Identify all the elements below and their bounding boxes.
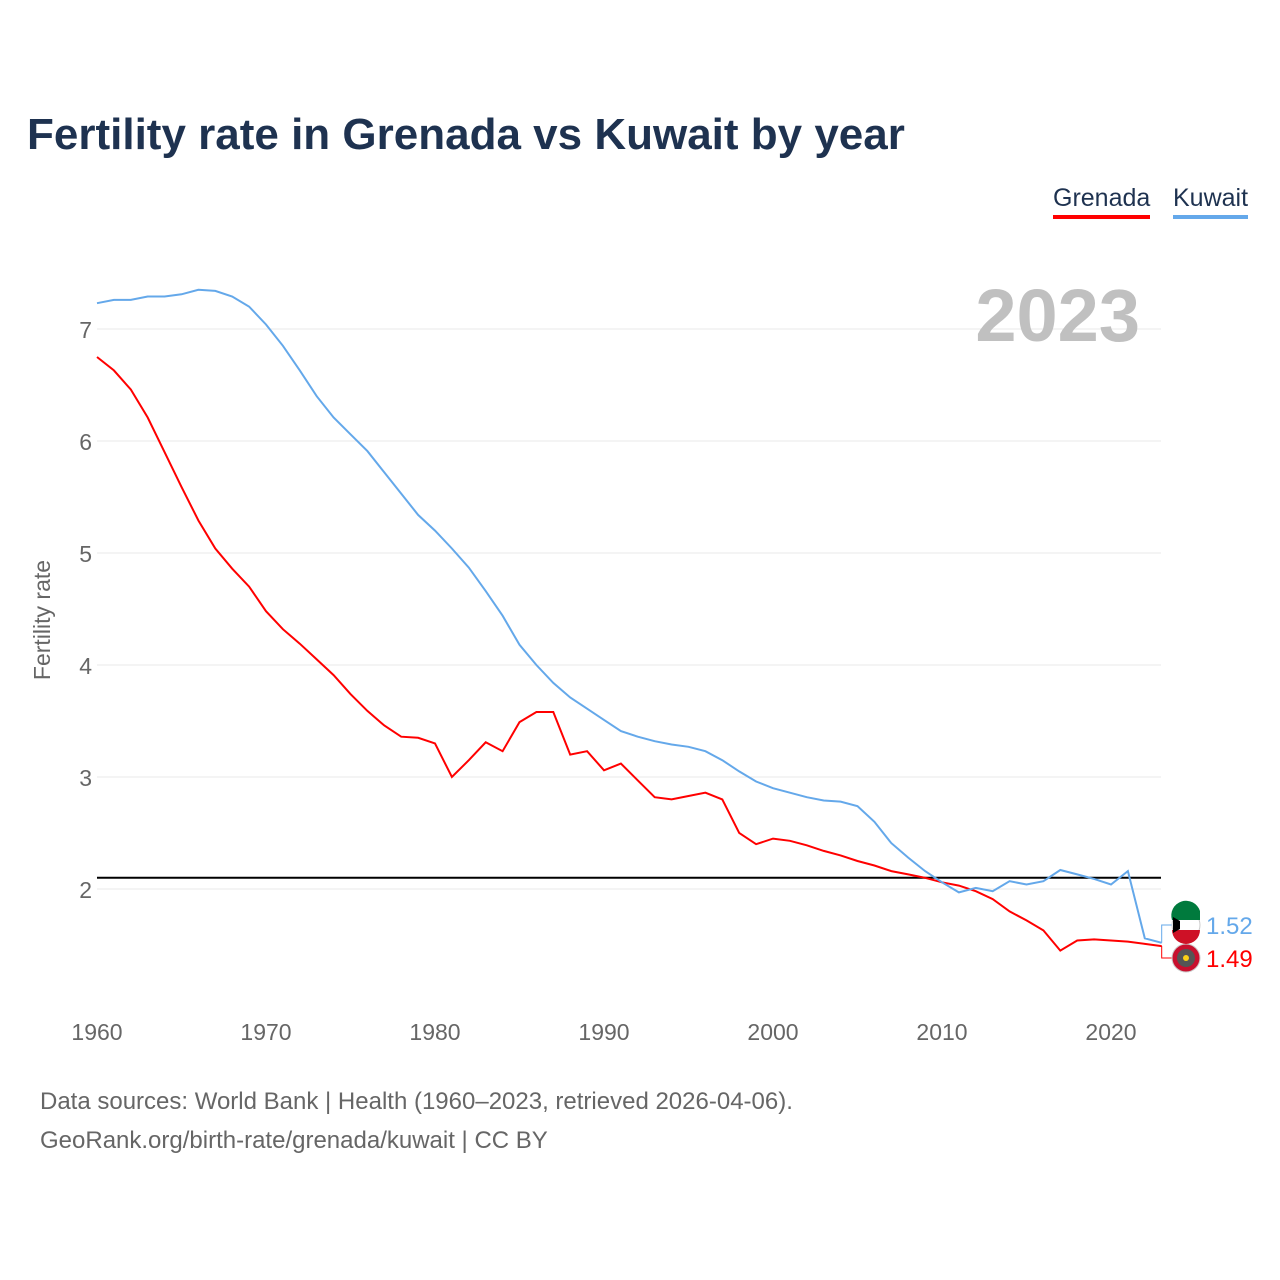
legend-kuwait[interactable]: Kuwait bbox=[1173, 184, 1249, 219]
chart-title: Fertility rate in Grenada vs Kuwait by y… bbox=[27, 110, 905, 159]
source-note: Data sources: World Bank | Health (1960–… bbox=[40, 1088, 793, 1115]
connector-grenada bbox=[1161, 946, 1172, 959]
x-tick-label: 1970 bbox=[240, 1019, 291, 1045]
y-tick-label: 4 bbox=[79, 653, 92, 679]
x-tick-label: 2020 bbox=[1085, 1019, 1136, 1045]
x-tick-label: 1990 bbox=[578, 1019, 629, 1045]
y-axis-label: Fertility rate bbox=[29, 560, 55, 680]
series-line-kuwait bbox=[96, 288, 1162, 944]
y-tick-label: 5 bbox=[79, 541, 92, 567]
y-tick-label: 6 bbox=[79, 429, 92, 455]
x-tick-label: 2010 bbox=[916, 1019, 967, 1045]
flag-stripe bbox=[1172, 930, 1200, 944]
source-url: GeoRank.org/birth-rate/grenada/kuwait | … bbox=[40, 1127, 548, 1154]
y-tick-label: 7 bbox=[79, 317, 92, 343]
flag-stripe bbox=[1171, 900, 1200, 920]
flag-trapezoid bbox=[1173, 917, 1180, 933]
x-tick-label: 1960 bbox=[71, 1019, 122, 1045]
end-value-grenada: 1.49 bbox=[1206, 946, 1253, 973]
connector-kuwait bbox=[1161, 924, 1172, 943]
y-tick-label: 3 bbox=[79, 765, 92, 791]
x-tick-label: 2000 bbox=[747, 1019, 798, 1045]
flag-star bbox=[1183, 955, 1189, 961]
legend-grenada[interactable]: Grenada bbox=[1053, 184, 1151, 219]
y-tick-label: 2 bbox=[79, 877, 92, 903]
x-tick-label: 1980 bbox=[409, 1019, 460, 1045]
year-label: 2023 bbox=[975, 274, 1140, 357]
series-line-grenada bbox=[96, 356, 1162, 952]
end-value-kuwait: 1.52 bbox=[1206, 913, 1253, 940]
